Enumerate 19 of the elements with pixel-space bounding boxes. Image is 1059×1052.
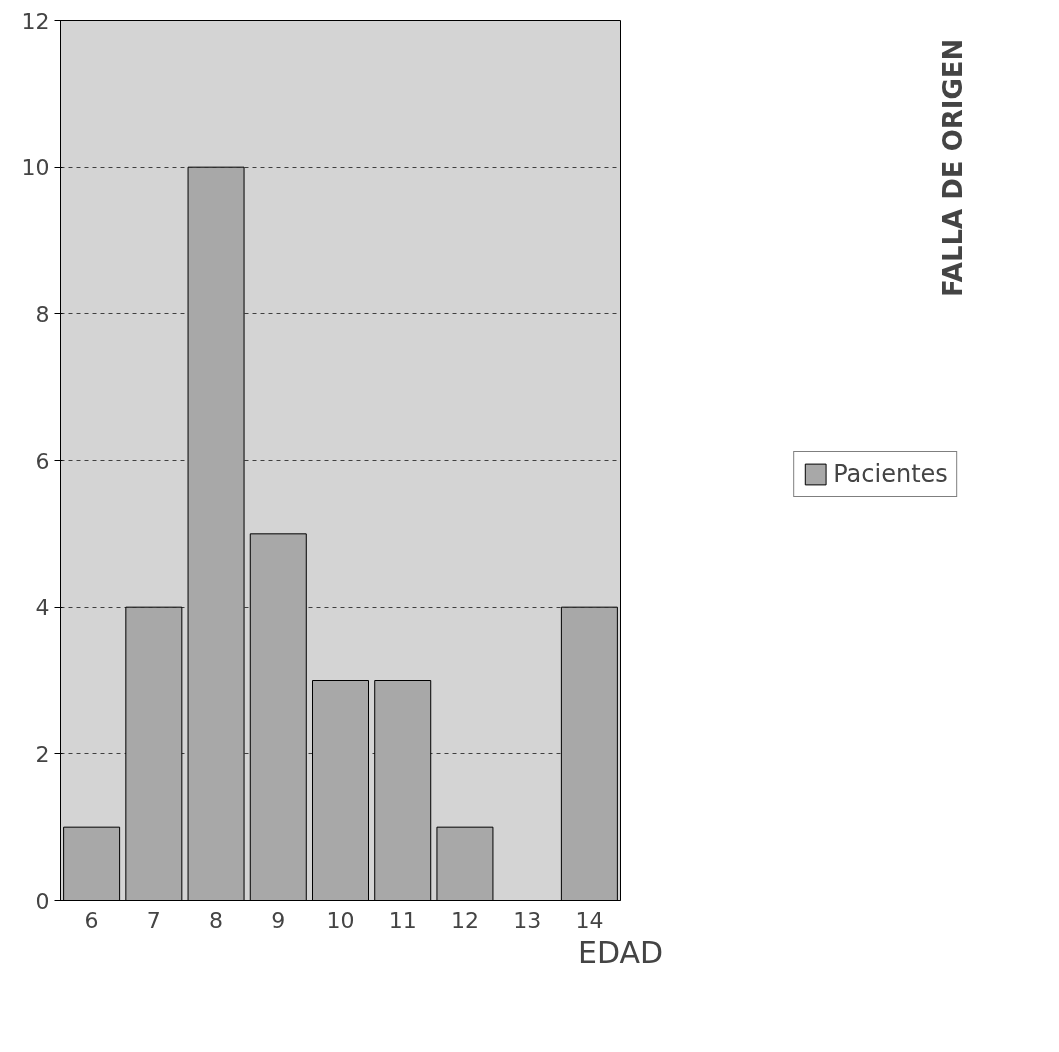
y-tick-label: 0 [35, 888, 50, 914]
x-tick-label: 7 [146, 907, 161, 933]
y-tick-label: 8 [35, 301, 50, 327]
legend-label: Pacientes [833, 460, 948, 488]
x-tick-label: 13 [513, 907, 542, 933]
y-tick-label: 4 [35, 595, 50, 621]
y-tick-label: 6 [35, 448, 50, 474]
x-tick-label: 9 [271, 907, 286, 933]
y-tick-label: 12 [21, 8, 50, 34]
x-tick-label: 12 [450, 907, 479, 933]
x-axis-title: EDAD [577, 934, 664, 970]
text: FALLA DE ORIGEN [937, 38, 968, 297]
y-tick-label: 10 [21, 155, 50, 181]
y-tick-label: 2 [35, 741, 50, 767]
x-tick-label: 6 [84, 907, 99, 933]
x-tick-label: 11 [388, 907, 417, 933]
x-tick-label: 10 [326, 907, 355, 933]
x-tick-label: 14 [575, 907, 604, 933]
x-tick-label: 8 [209, 907, 224, 933]
